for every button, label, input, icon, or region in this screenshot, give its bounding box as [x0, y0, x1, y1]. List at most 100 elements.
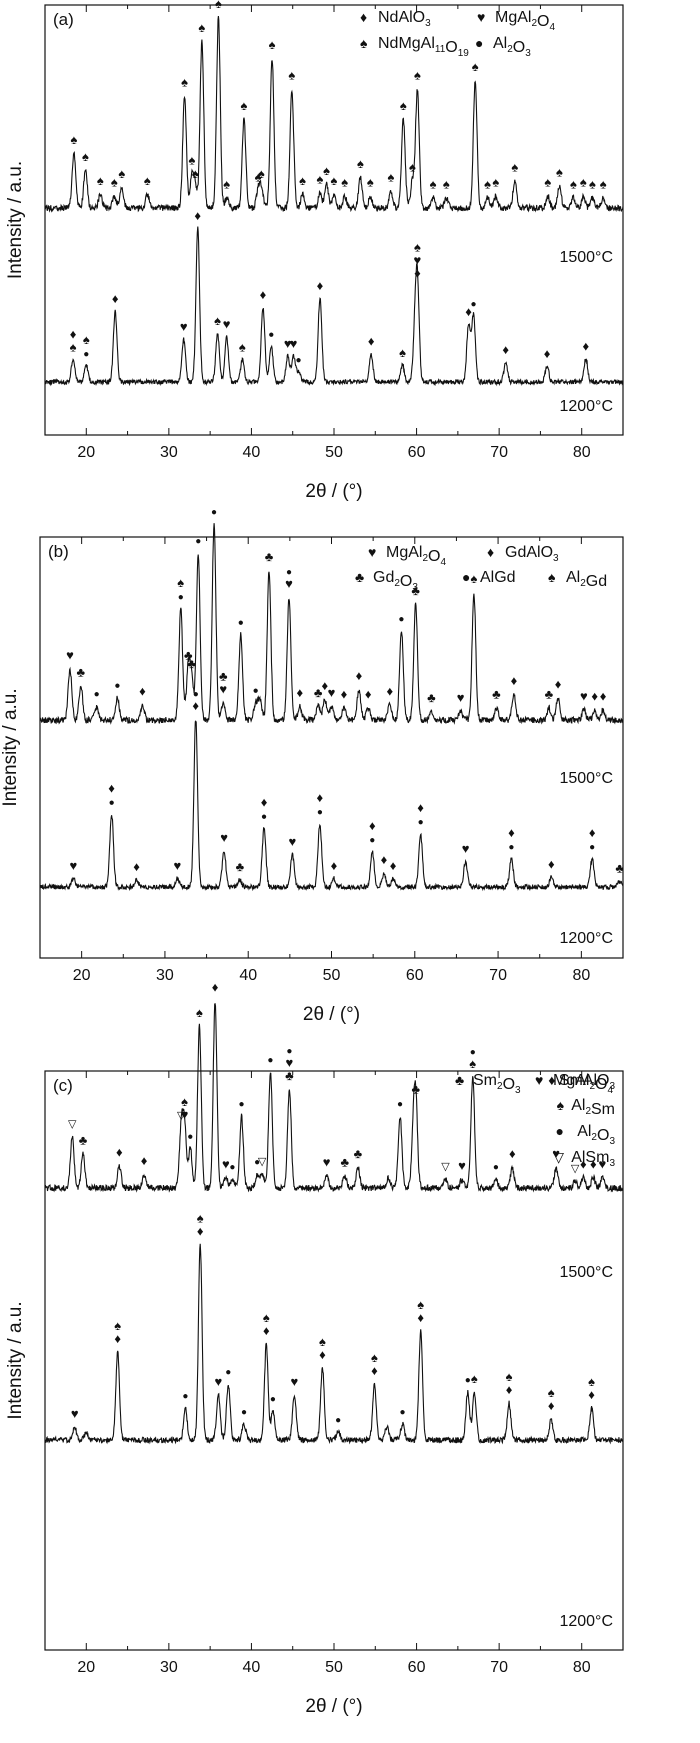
x-tick-label: 80 [573, 444, 591, 461]
legend-label: MgAl2O4 [495, 9, 555, 33]
legend-label: MgAl2O4 [553, 1072, 613, 1096]
peak-marker: ● [187, 1132, 193, 1143]
peak-marker: ♠ [414, 239, 421, 254]
peak-marker: ♥ [223, 317, 231, 332]
peak-marker: ♦ [114, 1331, 121, 1346]
peak-marker: ● [193, 689, 199, 700]
peak-marker: ♦ [260, 287, 267, 302]
peak-marker: ♠ [323, 163, 330, 178]
peak-marker: ♠ [177, 575, 184, 590]
peak-marker: ● [253, 686, 259, 697]
peak-marker: ♠ [371, 1350, 378, 1365]
legend-label: Gd2O3 [373, 569, 418, 593]
peak-marker: ♠ [506, 1369, 513, 1384]
peak-marker: ♠ [82, 149, 89, 164]
peak-marker: ♠ [223, 176, 230, 191]
plot-frame [44, 1070, 624, 1651]
peak-marker: ▽ [571, 1163, 580, 1175]
peak-marker: ♠ [317, 171, 324, 186]
peak-marker: ♠ [470, 571, 477, 586]
peak-marker: ♠ [70, 132, 77, 147]
peak-marker: ♥ [286, 1055, 294, 1070]
peak-marker: ♥ [462, 841, 470, 856]
peak-marker: ♠ [588, 1374, 595, 1389]
peak-marker: ♠ [430, 176, 437, 191]
legend-symbol: ● [475, 35, 483, 51]
series-label: 1200°C [559, 930, 613, 947]
legend-label: NdMgAl11O19 [378, 35, 469, 59]
peak-marker: ♣ [545, 687, 554, 702]
peak-marker: ♣ [354, 1146, 363, 1161]
peak-marker: ♦ [139, 683, 146, 698]
legend-symbol: ♥ [368, 544, 376, 560]
peak-marker: ♦ [508, 825, 515, 840]
peak-marker: ♥ [290, 336, 298, 351]
series-1200°C: ♥●♦♦ ♥♦●♥♣●♦♥●♦♦●♦♦ ♦●♦♥ ●♦♦●♦♣1200°C [39, 689, 624, 947]
peak-marker: ♦ [511, 673, 518, 688]
peak-marker: ♠ [181, 74, 188, 89]
peak-marker: ♣ [615, 861, 624, 876]
peak-marker: ♥ [181, 1107, 189, 1122]
x-axis-label: 2θ / (°) [305, 1696, 362, 1717]
y-axis-label: Intensity / a.u. [5, 1301, 26, 1419]
peak-marker: ♣ [492, 687, 501, 702]
peak-marker: ♦ [108, 780, 115, 795]
peak-marker: ♥ [457, 690, 465, 705]
peak-marker: ● [400, 1407, 406, 1418]
peak-marker: ♥ [66, 648, 74, 663]
peak-marker: ♦ [356, 668, 363, 683]
peak-marker: ♠ [144, 173, 151, 188]
peak-marker: ♦ [590, 1156, 597, 1171]
peak-marker: ♠ [263, 1310, 270, 1325]
x-tick-label: 60 [408, 444, 426, 461]
peak-marker: ♦ [589, 825, 596, 840]
peak-marker: ● [397, 1099, 403, 1110]
peak-marker: ♦ [390, 858, 397, 873]
legend-symbol: ♠ [557, 1097, 565, 1113]
peak-marker: ♦ [263, 1323, 270, 1338]
peak-marker: ♥ [69, 858, 77, 873]
peak-marker: ♠ [181, 1094, 188, 1109]
peak-marker: ♠ [70, 340, 77, 355]
peak-marker: ♦ [341, 687, 348, 702]
peak-marker: ♦ [506, 1382, 513, 1397]
peak-marker: ● [229, 1162, 235, 1173]
peak-marker: ● [508, 842, 514, 853]
peak-marker: ● [295, 355, 301, 366]
peak-marker: ♦ [580, 1156, 587, 1171]
x-axis: 20 30 40 50 60 70 80 [44, 5, 624, 461]
x-tick-label: 40 [243, 444, 261, 461]
peak-marker: ♦ [365, 687, 372, 702]
panel-a: 20 30 40 50 60 70 80 2θ / (°) Intensity / a.u. (a… [5, 0, 624, 502]
plot-frame [44, 4, 624, 436]
peak-marker: ♠ [600, 176, 607, 191]
peak-marker: ● [369, 835, 375, 846]
peak-marker: ♣ [285, 1068, 294, 1083]
xrd-trace [39, 523, 624, 725]
peak-marker: ♦ [317, 790, 324, 805]
legend-symbol: ♣ [355, 569, 364, 585]
peak-marker: ♠ [341, 175, 348, 190]
peak-marker: ♥ [328, 685, 336, 700]
peak-marker: ♠ [239, 340, 246, 355]
peak-marker: ♠ [198, 20, 205, 35]
peak-marker: ♦ [381, 852, 388, 867]
peak-marker: ♣ [265, 549, 274, 564]
peak-marker: ● [335, 1415, 341, 1426]
x-tick-label: 40 [243, 1659, 261, 1676]
x-tick-label: 60 [408, 1659, 426, 1676]
peak-marker: ♥ [288, 834, 296, 849]
peak-marker: ♠ [97, 173, 104, 188]
peak-marker: ♠ [570, 176, 577, 191]
peak-marker: ▽ [441, 1161, 450, 1173]
peak-marker: ● [270, 1394, 276, 1405]
peak-marker: ♦ [600, 688, 607, 703]
peak-marker: ♥ [215, 1374, 223, 1389]
peak-marker: ♠ [417, 1297, 424, 1312]
peak-marker: ▽ [177, 1110, 186, 1122]
peak-marker: ♠ [241, 98, 248, 113]
peak-marker: ♠ [114, 1318, 121, 1333]
legend-label: Al2Gd [566, 569, 607, 590]
peak-marker: ♦ [368, 333, 375, 348]
